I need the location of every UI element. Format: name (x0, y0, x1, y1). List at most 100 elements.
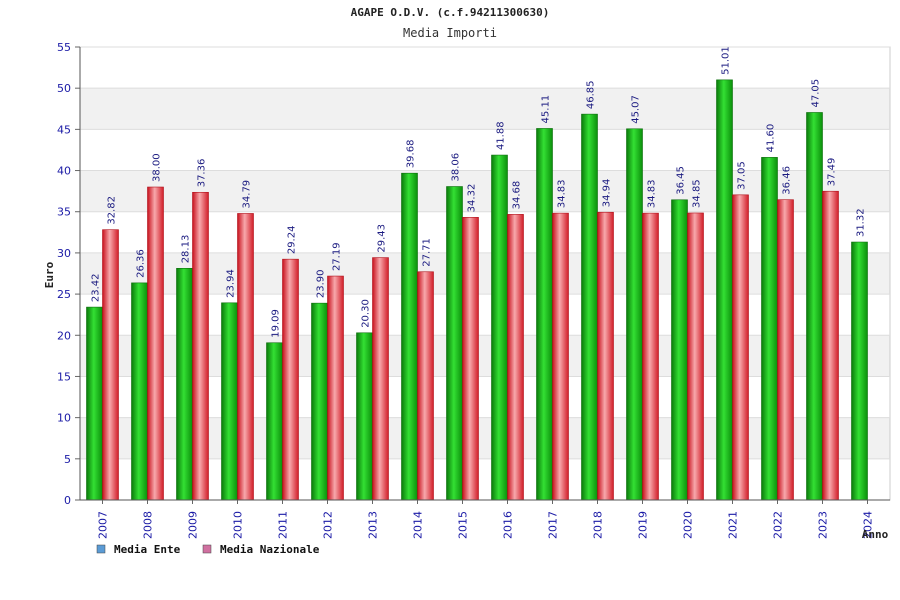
bar-media-nazionale-2013 (372, 257, 389, 501)
data-label-media-nazionale-2012: 27.19 (332, 242, 343, 271)
data-label-media-ente-2015: 38.06 (451, 153, 462, 182)
bar-media-ente-2014 (401, 172, 418, 501)
bar-media-ente-2019 (626, 128, 643, 501)
bar-media-nazionale-2021 (732, 194, 749, 501)
data-label-media-nazionale-2013: 29.43 (377, 224, 388, 253)
y-tick-label: 40 (57, 165, 71, 178)
legend: Media Ente Media Nazionale (96, 543, 320, 556)
bar-media-nazionale-2012 (327, 275, 344, 501)
legend-label-media-ente: Media Ente (114, 543, 181, 556)
data-label-media-nazionale-2016: 34.68 (512, 181, 523, 210)
x-tick-label-2022: 2022 (772, 511, 785, 539)
data-label-media-ente-2014: 39.68 (406, 140, 417, 169)
bar-media-ente-2020 (671, 199, 688, 501)
data-label-media-nazionale-2007: 32.82 (107, 196, 118, 225)
bar-media-ente-2015 (446, 186, 463, 501)
axes: 0 5 10 15 20 25 30 35 40 45 50 55 2007 2008 2009 2010 20… (57, 41, 890, 539)
data-label-media-ente-2016: 41.88 (496, 121, 507, 150)
bar-media-nazionale-2009 (192, 191, 209, 501)
data-label-media-ente-2018: 46.85 (586, 80, 597, 109)
data-label-media-ente-2023: 47.05 (811, 79, 822, 108)
y-tick-label: 55 (57, 41, 71, 54)
data-labels: 23.42 32.82 26.36 38.00 28.13 37.36 23.94 34.79… (91, 46, 867, 338)
y-tick-label: 5 (64, 453, 71, 466)
grid-band (80, 335, 890, 377)
x-tick-label-2020: 2020 (682, 511, 695, 539)
bar-media-ente-2018 (581, 113, 598, 501)
y-tick-label: 10 (57, 412, 71, 425)
grid-band (80, 88, 890, 130)
data-label-media-ente-2021: 51.01 (721, 46, 732, 75)
data-label-media-nazionale-2008: 38.00 (152, 153, 163, 182)
legend-swatch-media-nazionale (202, 544, 212, 554)
bar-media-nazionale-2016 (507, 214, 524, 501)
x-tick-label-2015: 2015 (457, 511, 470, 539)
grid-band (80, 252, 890, 295)
bar-media-ente-2012 (311, 302, 328, 501)
bar-media-nazionale-2010 (237, 213, 254, 501)
data-label-media-nazionale-2014: 27.71 (422, 238, 433, 267)
bars (86, 79, 868, 501)
bar-media-ente-2009 (176, 268, 193, 501)
bar-media-nazionale-2022 (777, 199, 794, 501)
chart-subtitle: Media Importi (403, 26, 497, 40)
bar-media-ente-2016 (491, 154, 508, 501)
bar-media-nazionale-2015 (462, 217, 479, 501)
bar-media-nazionale-2017 (552, 212, 569, 501)
data-label-media-ente-2013: 20.30 (361, 299, 372, 328)
data-label-media-nazionale-2018: 34.94 (602, 179, 613, 208)
y-tick-label: 0 (64, 494, 71, 507)
y-tick-label: 50 (57, 82, 71, 95)
data-label-media-nazionale-2009: 37.36 (197, 159, 208, 188)
x-tick-label-2018: 2018 (592, 511, 605, 539)
legend-swatch-media-ente (96, 544, 106, 554)
x-tick-label-2008: 2008 (142, 511, 155, 539)
y-tick-label: 15 (57, 370, 71, 383)
bar-media-ente-2010 (221, 302, 238, 501)
x-tick-label-2011: 2011 (277, 511, 290, 539)
bar-media-ente-2023 (806, 112, 823, 501)
y-tick-label: 30 (57, 247, 71, 260)
bar-media-ente-2011 (266, 342, 283, 501)
data-label-media-ente-2010: 23.94 (226, 269, 237, 298)
x-tick-label-2007: 2007 (97, 511, 110, 539)
bar-media-nazionale-2014 (417, 271, 434, 501)
y-tick-label: 45 (57, 123, 71, 136)
x-tick-label-2021: 2021 (727, 511, 740, 539)
bar-media-nazionale-2018 (597, 211, 614, 501)
chart-title: AGAPE O.D.V. (c.f.94211300630) (351, 6, 550, 19)
data-label-media-nazionale-2022: 36.46 (782, 166, 793, 195)
data-label-media-nazionale-2020: 34.85 (692, 179, 703, 208)
x-tick-label-2024: 2024 (862, 511, 875, 539)
grid-band (80, 170, 890, 212)
grid-band (80, 417, 890, 459)
x-tick-label-2017: 2017 (547, 511, 560, 539)
data-label-media-ente-2022: 41.60 (766, 124, 777, 153)
bar-media-ente-2008 (131, 282, 148, 501)
x-tick-label-2013: 2013 (367, 511, 380, 539)
bar-media-ente-2017 (536, 128, 553, 501)
data-label-media-ente-2009: 28.13 (181, 235, 192, 264)
y-tick-label: 25 (57, 288, 71, 301)
data-label-media-nazionale-2011: 29.24 (287, 226, 298, 255)
x-tick-label-2012: 2012 (322, 511, 335, 539)
data-label-media-ente-2017: 45.11 (541, 95, 552, 124)
data-label-media-ente-2011: 19.09 (271, 309, 282, 338)
data-label-media-nazionale-2019: 34.83 (647, 179, 658, 208)
bar-media-ente-2024 (851, 241, 868, 501)
bar-media-nazionale-2011 (282, 258, 299, 501)
data-label-media-nazionale-2021: 37.05 (737, 161, 748, 190)
plot-background-bands (80, 88, 890, 459)
data-label-media-ente-2008: 26.36 (136, 249, 147, 278)
bar-media-ente-2007 (86, 306, 103, 501)
x-tick-label-2023: 2023 (817, 511, 830, 539)
y-axis-title: Euro (43, 261, 56, 288)
bar-media-nazionale-2020 (687, 212, 704, 501)
bar-media-nazionale-2023 (822, 190, 839, 501)
bar-media-ente-2022 (761, 157, 778, 501)
data-label-media-nazionale-2015: 34.32 (467, 184, 478, 213)
x-axis-title: Anno (862, 528, 889, 541)
bar-media-nazionale-2007 (102, 229, 119, 501)
x-tick-label-2014: 2014 (412, 511, 425, 539)
